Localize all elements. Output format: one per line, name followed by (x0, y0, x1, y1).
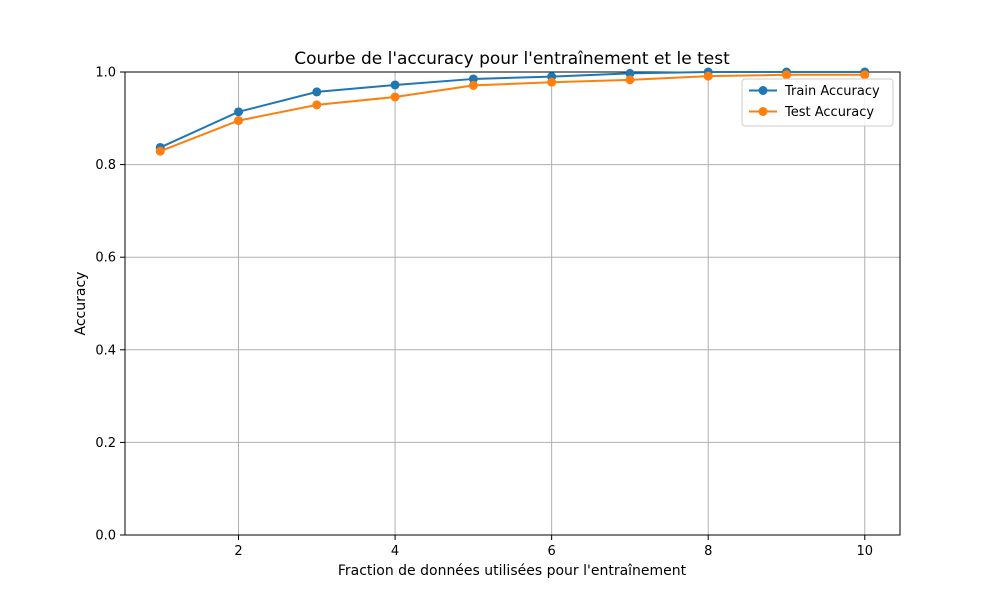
x-tick-label: 4 (391, 544, 399, 559)
legend-marker (758, 86, 768, 95)
tick-layer: 2 4 6 8 10 0.0 0.2 0.4 0.6 0.8 1.0 (95, 66, 873, 560)
legend-marker (758, 107, 768, 116)
data-point (781, 70, 791, 80)
data-point (390, 80, 400, 90)
y-tick-label: 0.4 (95, 343, 116, 358)
data-point (468, 74, 478, 84)
y-tick-label: 0.6 (95, 251, 116, 266)
x-tick-label: 10 (856, 544, 873, 559)
data-point (547, 77, 557, 87)
series-layer (155, 67, 870, 156)
data-point (312, 87, 322, 97)
series-line (159, 73, 865, 153)
x-axis-title: Fraction de données utilisées pour l'ent… (338, 563, 687, 579)
data-point (234, 116, 244, 126)
x-tick-label: 2 (234, 544, 242, 559)
data-point (155, 146, 165, 156)
data-point (312, 100, 322, 110)
data-point (468, 80, 478, 90)
data-point (703, 71, 713, 81)
plot-area-frame (124, 71, 901, 536)
legend-item: Train Accuracy (749, 84, 880, 99)
data-point (234, 107, 244, 117)
series-line (159, 71, 865, 149)
legend-label: Test Accuracy (784, 105, 874, 120)
data-point (390, 92, 400, 102)
data-point (625, 68, 635, 78)
y-axis-title: Accuracy (73, 272, 89, 336)
x-tick-label: 6 (548, 544, 556, 559)
legend-item: Test Accuracy (749, 105, 874, 120)
chart-title: Courbe de l'accuracy pour l'entraînement… (294, 49, 730, 69)
y-tick-label: 1.0 (95, 66, 116, 81)
data-point (625, 75, 635, 85)
series-train-accuracy (155, 67, 870, 152)
y-tick-label: 0.2 (95, 436, 116, 451)
legend: Train Accuracy Test Accuracy (741, 78, 894, 127)
x-tick-label: 8 (704, 544, 712, 559)
legend-box (741, 78, 894, 127)
series-test-accuracy (155, 70, 870, 156)
y-tick-label: 0.0 (95, 529, 116, 544)
y-tick-label: 0.8 (95, 158, 116, 173)
legend-label: Train Accuracy (784, 84, 880, 99)
data-point (860, 70, 870, 80)
